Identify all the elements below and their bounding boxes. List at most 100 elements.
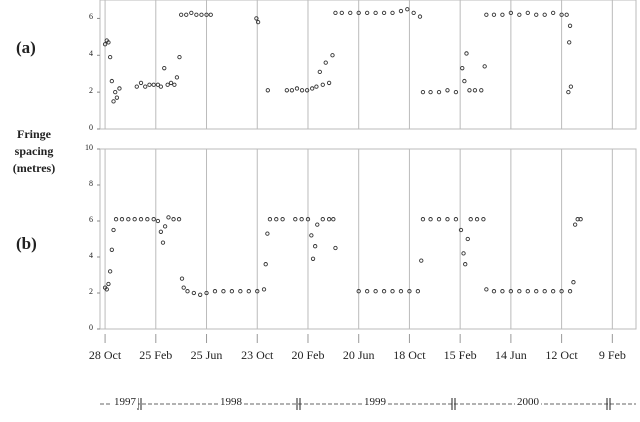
data-point xyxy=(390,289,395,294)
data-point xyxy=(390,10,395,16)
data-point xyxy=(484,287,489,292)
year-label: 1998 xyxy=(218,396,244,408)
data-point xyxy=(280,217,285,222)
data-point xyxy=(373,10,378,16)
data-point xyxy=(572,222,578,227)
data-point xyxy=(467,88,472,93)
data-point xyxy=(542,12,547,17)
data-point xyxy=(174,75,180,80)
data-point xyxy=(107,54,113,60)
data-point xyxy=(458,227,464,233)
data-point xyxy=(479,88,484,93)
data-point xyxy=(255,19,261,25)
data-point xyxy=(191,290,196,296)
data-point xyxy=(381,289,387,294)
data-point xyxy=(550,10,556,16)
x-tick-label: 14 Jun xyxy=(495,348,527,362)
y-tick-label: 2 xyxy=(89,86,93,96)
data-point xyxy=(317,69,322,75)
data-point xyxy=(113,89,118,95)
x-tick-label: 23 Oct xyxy=(241,348,274,362)
data-point xyxy=(299,217,304,222)
data-point xyxy=(333,10,338,16)
data-point xyxy=(567,289,573,294)
data-point xyxy=(330,53,335,58)
data-point xyxy=(365,10,370,16)
data-point xyxy=(419,258,424,263)
x-tick-label: 20 Feb xyxy=(291,348,325,362)
data-point xyxy=(305,217,311,222)
data-point xyxy=(436,217,442,222)
data-point xyxy=(113,217,119,222)
data-point xyxy=(398,289,404,294)
data-point xyxy=(158,229,164,234)
data-point xyxy=(445,217,450,222)
data-point xyxy=(185,289,190,294)
data-point xyxy=(491,289,497,294)
data-point xyxy=(143,84,148,89)
data-point xyxy=(284,88,289,93)
data-point xyxy=(542,289,547,294)
data-point xyxy=(265,88,270,93)
data-point xyxy=(411,10,416,16)
y-axis-label: Fringe spacing (metres) xyxy=(12,127,56,175)
y-tick-label: 2 xyxy=(89,287,93,296)
data-point xyxy=(238,289,243,294)
x-tick-label: 25 Jun xyxy=(190,348,223,362)
data-point xyxy=(104,287,109,292)
data-point xyxy=(468,217,473,222)
x-tick-label: 12 Oct xyxy=(545,348,578,362)
data-point xyxy=(165,82,170,87)
data-point xyxy=(525,289,530,294)
data-point xyxy=(310,256,316,261)
data-point xyxy=(126,217,131,222)
data-point xyxy=(481,217,486,222)
data-point xyxy=(274,217,279,222)
data-point xyxy=(460,66,465,71)
y-tick-label: 8 xyxy=(89,179,93,188)
data-point xyxy=(246,289,251,294)
panel-label: (a) xyxy=(16,38,36,57)
data-point xyxy=(534,12,539,17)
data-point xyxy=(314,84,319,89)
data-point xyxy=(310,86,315,91)
panel-frame xyxy=(99,148,637,330)
data-point xyxy=(177,54,182,60)
data-point xyxy=(491,12,497,17)
x-tick-label: 28 Oct xyxy=(88,348,122,362)
data-point xyxy=(134,84,139,89)
data-point xyxy=(464,51,469,56)
data-point xyxy=(465,236,470,242)
data-point xyxy=(160,240,166,245)
data-point xyxy=(420,89,426,95)
data-point xyxy=(181,285,186,290)
data-point xyxy=(472,88,478,93)
data-point xyxy=(289,88,295,93)
data-point xyxy=(559,289,564,294)
data-point xyxy=(147,82,152,87)
data-point xyxy=(453,217,459,222)
data-point xyxy=(229,289,235,294)
data-point xyxy=(151,217,156,222)
data-point xyxy=(339,10,344,16)
data-point xyxy=(151,82,156,87)
data-point xyxy=(212,289,218,294)
data-point xyxy=(221,289,226,294)
data-point xyxy=(204,290,209,296)
data-point xyxy=(172,82,177,87)
data-point xyxy=(109,247,114,252)
data-point xyxy=(263,262,268,267)
data-point xyxy=(550,289,556,294)
data-point xyxy=(184,12,189,17)
data-point xyxy=(525,10,530,16)
data-point xyxy=(463,262,468,267)
year-label: 1999 xyxy=(362,396,388,408)
data-point xyxy=(331,217,336,222)
data-point xyxy=(517,12,522,17)
data-point xyxy=(462,78,467,84)
data-point xyxy=(102,42,108,47)
data-point xyxy=(348,10,353,16)
data-point xyxy=(415,289,421,294)
